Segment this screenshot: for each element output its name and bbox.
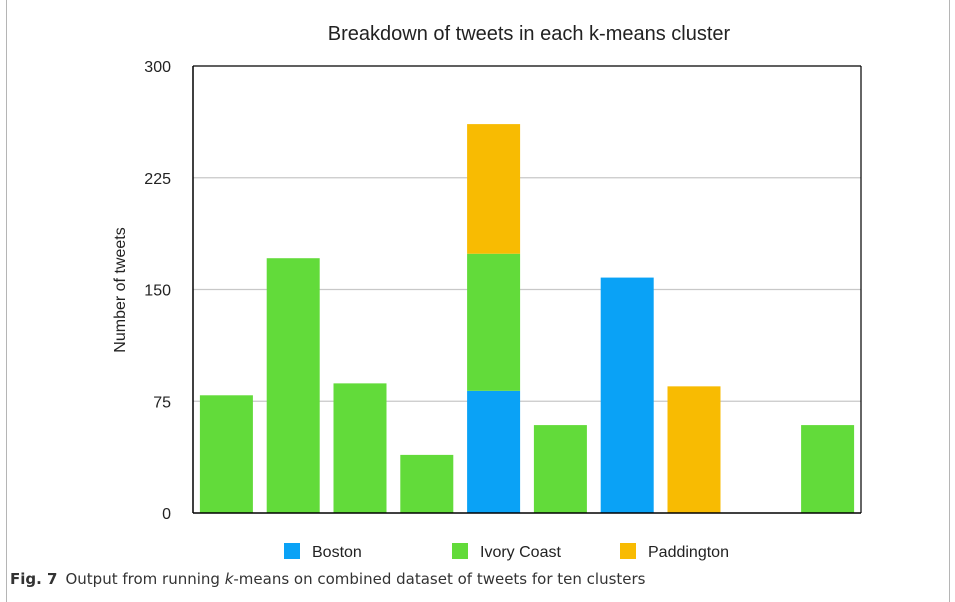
bar-segment xyxy=(801,425,855,513)
bars xyxy=(199,124,855,513)
y-tick-label: 225 xyxy=(144,171,171,188)
legend-swatch xyxy=(452,543,468,559)
bar-segment xyxy=(600,277,654,513)
chart-title: Breakdown of tweets in each k-means clus… xyxy=(328,23,731,45)
bar-segment xyxy=(467,253,521,391)
legend-label: Ivory Coast xyxy=(480,544,561,561)
figure-frame xyxy=(6,0,950,602)
legend: Boston Ivory Coast Paddington xyxy=(284,543,729,561)
figure-caption: Fig. 7 Output from running k-means on com… xyxy=(10,570,940,588)
y-tick-label: 75 xyxy=(153,394,171,411)
bar-segment xyxy=(333,383,387,513)
caption-text-italic: k xyxy=(224,570,234,588)
legend-swatch xyxy=(284,543,300,559)
y-tick-label: 150 xyxy=(144,283,171,300)
bar-segment xyxy=(400,454,454,513)
figure-number: Fig. 7 xyxy=(10,570,58,588)
caption-text-after: -means on combined dataset of tweets for… xyxy=(233,570,646,588)
y-tick-label: 300 xyxy=(144,59,171,76)
legend-swatch xyxy=(620,543,636,559)
bar-segment xyxy=(199,395,253,513)
caption-text-before: Output from running xyxy=(65,570,225,588)
bar-segment xyxy=(467,390,521,513)
y-axis-label: Number of tweets xyxy=(112,227,129,352)
legend-label: Boston xyxy=(312,544,362,561)
bar-segment xyxy=(467,124,521,254)
legend-label: Paddington xyxy=(648,544,729,561)
bar-segment xyxy=(266,258,320,513)
bar-segment xyxy=(667,386,721,513)
bar-segment xyxy=(533,425,587,513)
y-tick-label: 0 xyxy=(162,506,171,523)
axes: 0 75 150 225 300 xyxy=(144,59,862,523)
